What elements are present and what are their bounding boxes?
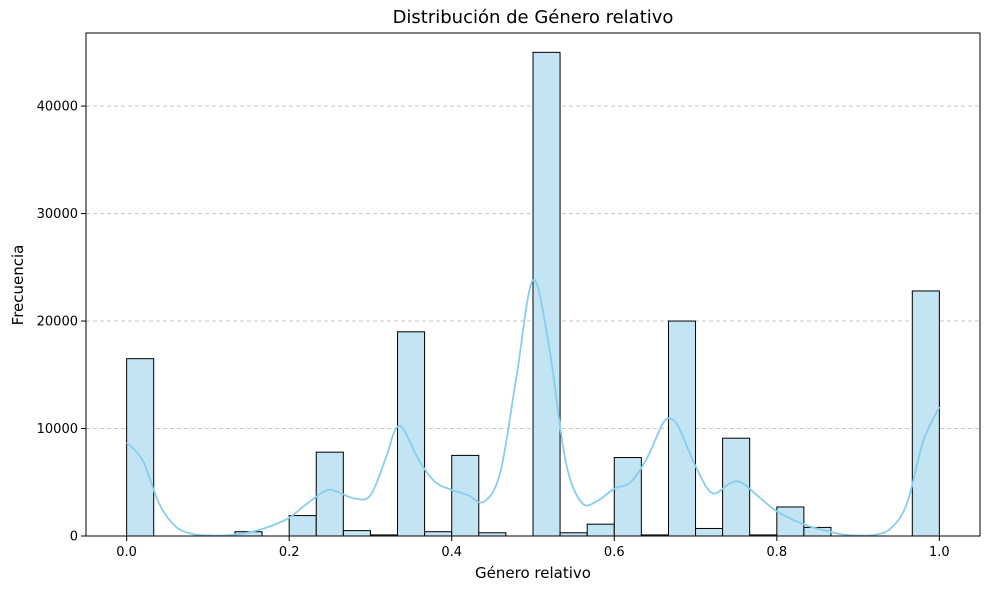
histogram-bar [722,437,751,537]
y-axis-ticks: 0 10000 20000 30000 40000 [37,100,86,545]
histogram-bar [397,331,426,537]
histogram-bar [532,51,561,537]
kde-curve [125,279,941,537]
y-tick-label: 30000 [37,207,78,222]
chart-title: Distribución de Género relativo [393,7,674,28]
x-tick-label: 0.0 [116,545,137,560]
histogram-bar [695,527,724,537]
y-tick-label: 0 [70,530,78,545]
histogram-bar [667,320,697,537]
histogram-bar [451,454,480,537]
y-tick-label: 40000 [37,100,78,115]
histogram-bar [424,531,453,537]
x-tick-label: 1.0 [929,545,950,560]
grid-lines [86,105,980,430]
y-axis-label: Frecuencia [9,245,27,326]
histogram-bar [776,506,805,537]
x-axis-ticks: 0.0 0.2 0.4 0.6 0.8 1.0 [116,536,950,560]
y-tick-label: 20000 [37,315,78,330]
x-tick-label: 0.6 [604,545,625,560]
histogram-bar [288,515,317,537]
histogram-bar [586,523,615,537]
y-tick-label: 10000 [37,422,78,437]
histogram-bar [911,290,940,537]
x-tick-label: 0.4 [441,545,462,560]
x-tick-label: 0.8 [766,545,787,560]
histogram-bars [126,51,940,537]
histogram-bar [613,457,642,537]
plot-frame [85,32,981,537]
x-axis-label: Género relativo [475,564,591,582]
histogram-bar [342,530,371,537]
x-tick-label: 0.2 [279,545,300,560]
